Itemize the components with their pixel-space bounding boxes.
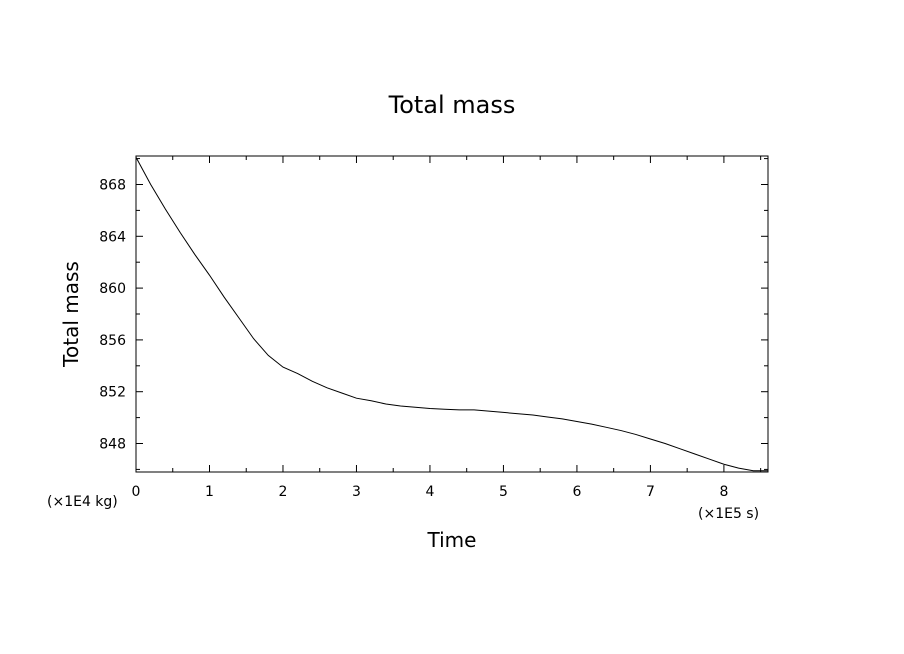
x-tick-label: 5 — [499, 484, 508, 500]
y-tick-label: 848 — [99, 437, 126, 453]
y-axis-tick-labels: 848 852 856 860 864 868 — [99, 177, 126, 452]
y-tick-label: 864 — [99, 229, 126, 245]
x-tick-label: 4 — [425, 484, 434, 500]
x-tick-label: 1 — [205, 484, 214, 500]
y-axis-multiplier: (×1E4 kg) — [47, 494, 118, 510]
chart-title: Total mass — [388, 91, 516, 119]
x-tick-label: 6 — [572, 484, 581, 500]
x-axis-title: Time — [427, 528, 477, 552]
y-axis-ticks — [136, 158, 768, 470]
x-tick-label: 7 — [646, 484, 655, 500]
y-tick-label: 860 — [99, 281, 126, 297]
x-axis-ticks — [135, 156, 762, 472]
x-tick-label: 0 — [132, 484, 141, 500]
y-tick-label: 856 — [99, 333, 126, 349]
y-axis-title: Total mass — [59, 261, 83, 368]
x-tick-label: 8 — [719, 484, 728, 500]
x-axis-multiplier: (×1E5 s) — [698, 506, 759, 522]
x-tick-label: 2 — [279, 484, 288, 500]
plot-frame — [135, 155, 769, 473]
total-mass-series-line — [135, 157, 768, 472]
x-axis-tick-labels: 0 1 2 3 4 5 6 7 8 — [132, 484, 729, 500]
x-tick-label: 3 — [352, 484, 361, 500]
y-tick-label: 852 — [99, 385, 126, 401]
y-tick-label: 868 — [99, 177, 126, 193]
